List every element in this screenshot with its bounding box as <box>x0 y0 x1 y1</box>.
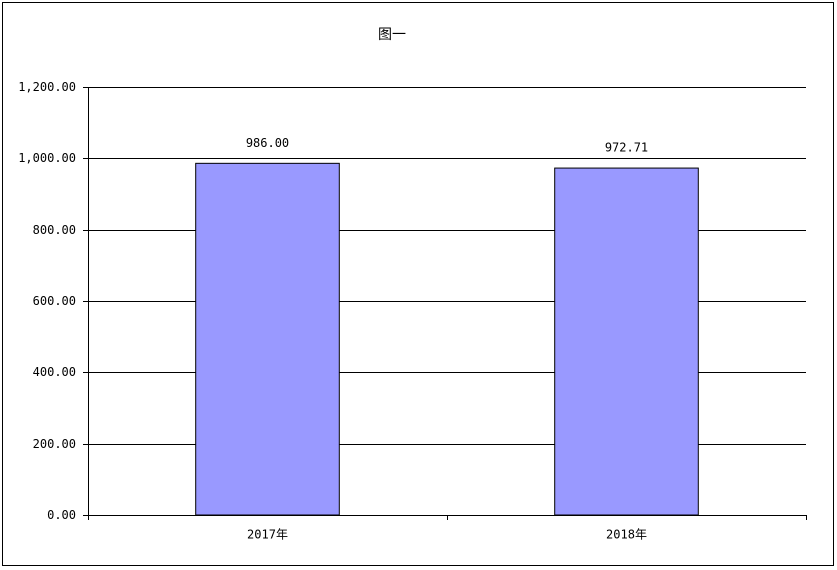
value-label: 972.71 <box>605 141 648 155</box>
y-tick-label: 800.00 <box>33 223 76 237</box>
y-tick-label: 600.00 <box>33 294 76 308</box>
y-tick-label: 0.00 <box>47 508 76 522</box>
x-tick-label: 2017年 <box>247 528 288 542</box>
y-tick-label: 400.00 <box>33 365 76 379</box>
y-tick-label: 200.00 <box>33 437 76 451</box>
y-tick-label: 1,200.00 <box>18 80 76 94</box>
x-tick-label: 2018年 <box>606 528 647 542</box>
bar <box>195 162 340 516</box>
y-tick-label: 1,000.00 <box>18 151 76 165</box>
bar <box>554 167 699 516</box>
chart-title: 图一 <box>378 27 406 43</box>
value-label: 986.00 <box>246 136 289 150</box>
